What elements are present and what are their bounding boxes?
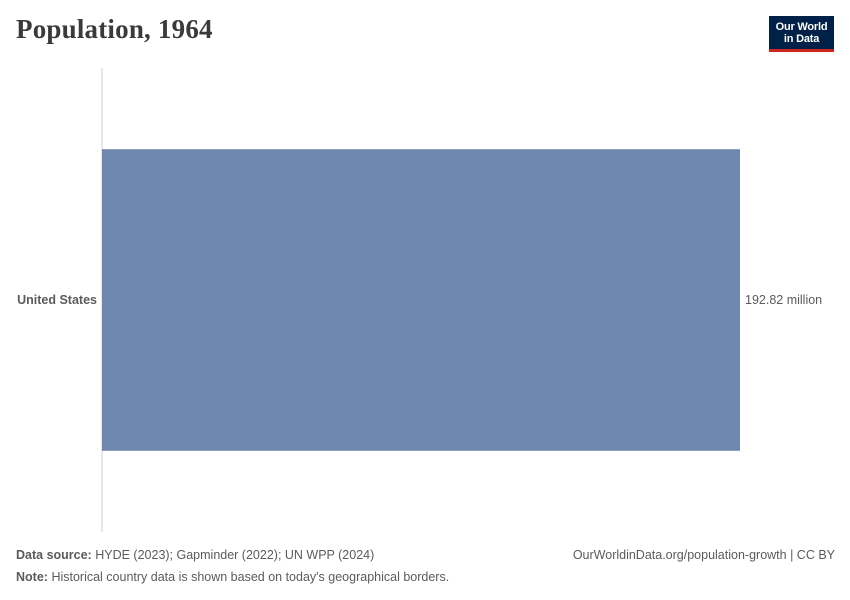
footer-link[interactable]: OurWorldinData.org/population-growth | C… — [572, 548, 835, 562]
bar[interactable] — [102, 149, 740, 451]
category-label: United States — [17, 293, 97, 307]
bar-chart: United States 192.82 million — [17, 68, 822, 532]
logo-line-2: in Data — [783, 33, 820, 45]
chart-title: Population, 1964 — [16, 14, 213, 44]
data-source-label: Data source: — [16, 548, 92, 562]
note-label: Note: — [16, 570, 48, 584]
footer-note-row: Note: Historical country data is shown b… — [16, 570, 835, 584]
data-source-text[interactable]: HYDE (2023); Gapminder (2022); UN WPP (2… — [95, 548, 375, 562]
value-label: 192.82 million — [745, 293, 822, 307]
owid-logo[interactable]: Our World in Data — [769, 16, 834, 52]
logo-line-1: Our World — [775, 21, 828, 33]
footer-source-row: Data source: HYDE (2023); Gapminder (202… — [16, 548, 835, 562]
note-text: Historical country data is shown based o… — [51, 570, 450, 584]
